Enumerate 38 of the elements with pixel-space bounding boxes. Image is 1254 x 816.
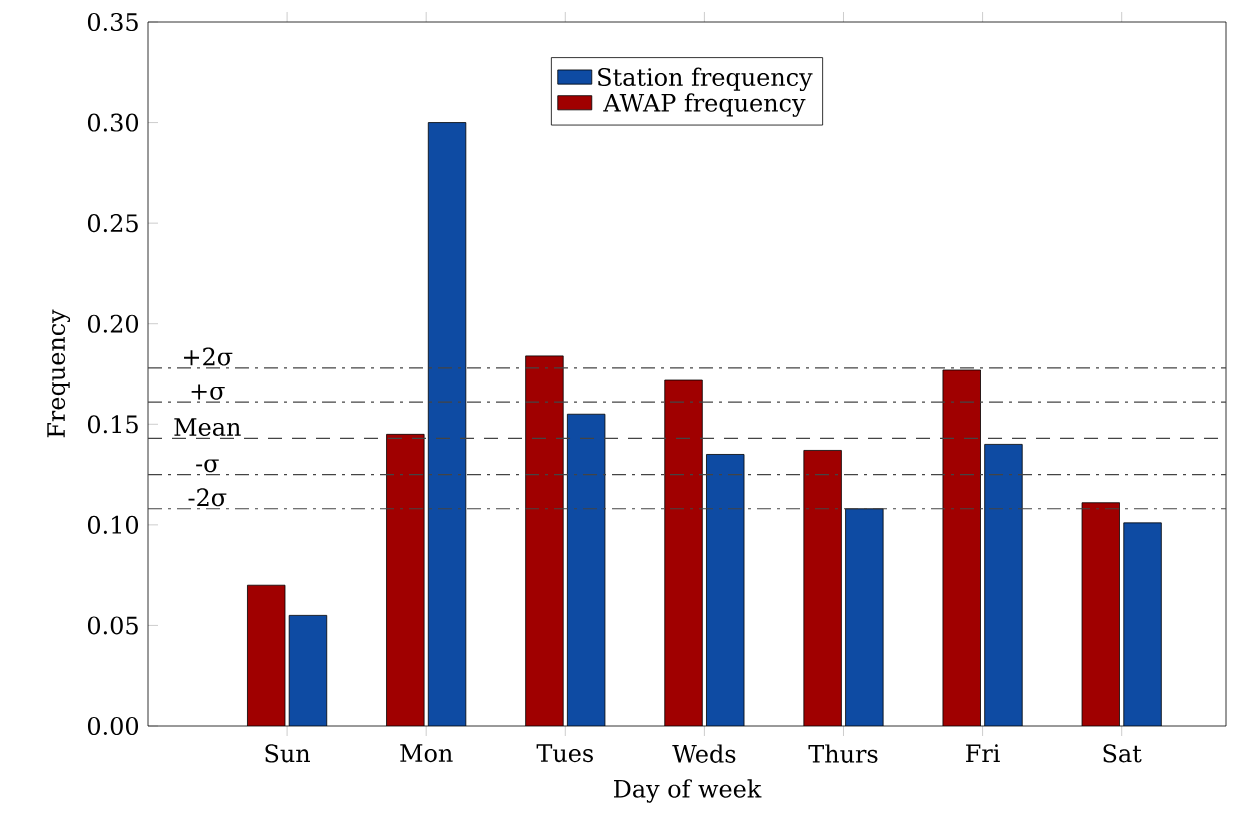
bar bbox=[566, 413, 606, 726]
bar bbox=[1081, 502, 1120, 726]
x-axis-title: Day of week bbox=[614, 779, 762, 803]
ref-line-label: -σ bbox=[196, 459, 219, 473]
y-tick-label: 0.00 bbox=[87, 716, 139, 736]
ref-line-label: Mean bbox=[174, 418, 241, 436]
legend-label: AWAP frequency bbox=[603, 93, 806, 117]
x-tick-label: Sat bbox=[1103, 744, 1142, 763]
bar bbox=[664, 379, 703, 726]
ref-line-label: -2σ bbox=[188, 488, 227, 507]
bar bbox=[427, 122, 467, 726]
x-tick-label: Mon bbox=[400, 744, 453, 763]
bar bbox=[525, 355, 564, 726]
bar bbox=[845, 508, 884, 726]
bar bbox=[288, 614, 328, 726]
bar bbox=[386, 433, 425, 726]
y-tick-label: 0.25 bbox=[87, 214, 138, 233]
bar bbox=[1123, 522, 1162, 726]
y-tick-label: 0.35 bbox=[87, 12, 138, 32]
y-axis-title: Frequency bbox=[47, 309, 71, 438]
y-tick-label: 0.05 bbox=[87, 616, 138, 635]
bar bbox=[803, 450, 842, 726]
bar bbox=[247, 584, 286, 726]
y-tick-label: 0.30 bbox=[87, 113, 139, 132]
ref-line-label: +2σ bbox=[184, 347, 233, 366]
x-tick-label: Fri bbox=[966, 744, 1000, 762]
x-tick-label: Thurs bbox=[808, 744, 878, 763]
bar bbox=[984, 444, 1023, 726]
bar bbox=[942, 369, 981, 726]
y-tick-label: 0.15 bbox=[87, 415, 138, 434]
bar bbox=[706, 454, 745, 726]
x-tick-label: Tues bbox=[536, 744, 593, 763]
x-tick-label: Sun bbox=[265, 744, 310, 763]
y-tick-label: 0.20 bbox=[87, 314, 139, 333]
y-tick-label: 0.10 bbox=[87, 515, 139, 534]
ref-line-label: +σ bbox=[191, 384, 225, 400]
x-tick-label: Weds bbox=[672, 744, 736, 763]
legend-label: Station frequency bbox=[598, 67, 813, 92]
